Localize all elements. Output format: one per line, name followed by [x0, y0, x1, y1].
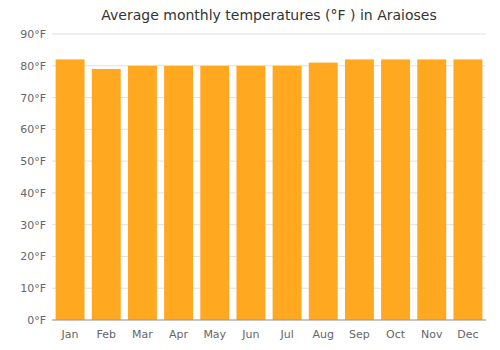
x-tick-label: Mar	[132, 328, 153, 341]
grid-line	[52, 34, 486, 35]
x-tick-label: Jan	[61, 328, 79, 341]
x-tick-label: Nov	[421, 328, 443, 341]
x-tick-label: Jul	[279, 328, 293, 341]
bar	[128, 66, 157, 320]
bar	[56, 59, 85, 320]
grid	[52, 34, 486, 320]
chart-title: Average monthly temperatures (°F ) in Ar…	[101, 7, 436, 23]
y-tick-label: 30°F	[20, 219, 46, 232]
bar	[345, 59, 374, 320]
bar	[381, 59, 410, 320]
x-axis-line	[52, 320, 486, 321]
bar	[453, 59, 482, 320]
x-tick-label: Feb	[97, 328, 116, 341]
y-tick-label: 40°F	[20, 187, 46, 200]
bar	[273, 66, 302, 320]
x-tick-label: Oct	[386, 328, 406, 341]
y-tick-label: 50°F	[20, 155, 46, 168]
bars	[56, 59, 483, 320]
x-tick-label: Sep	[349, 328, 370, 341]
chart-svg: Average monthly temperatures (°F ) in Ar…	[0, 0, 500, 350]
bar	[164, 66, 193, 320]
y-tick-label: 0°F	[27, 314, 46, 327]
y-tick-label: 20°F	[20, 250, 46, 263]
y-tick-label: 90°F	[20, 28, 46, 41]
bar	[200, 66, 229, 320]
y-tick-label: 80°F	[20, 60, 46, 73]
x-tick-label: Dec	[457, 328, 478, 341]
bar	[92, 69, 121, 320]
y-tick-label: 10°F	[20, 282, 46, 295]
x-tick-label: Jun	[241, 328, 259, 341]
bar	[309, 63, 338, 320]
x-tick-label: Aug	[313, 328, 334, 341]
bar	[417, 59, 446, 320]
chart-container: Average monthly temperatures (°F ) in Ar…	[0, 0, 500, 350]
y-tick-label: 60°F	[20, 123, 46, 136]
bar	[236, 66, 265, 320]
y-tick-label: 70°F	[20, 92, 46, 105]
x-tick-label: Apr	[169, 328, 189, 341]
grid-line	[52, 320, 486, 321]
x-tick-label: May	[203, 328, 226, 341]
